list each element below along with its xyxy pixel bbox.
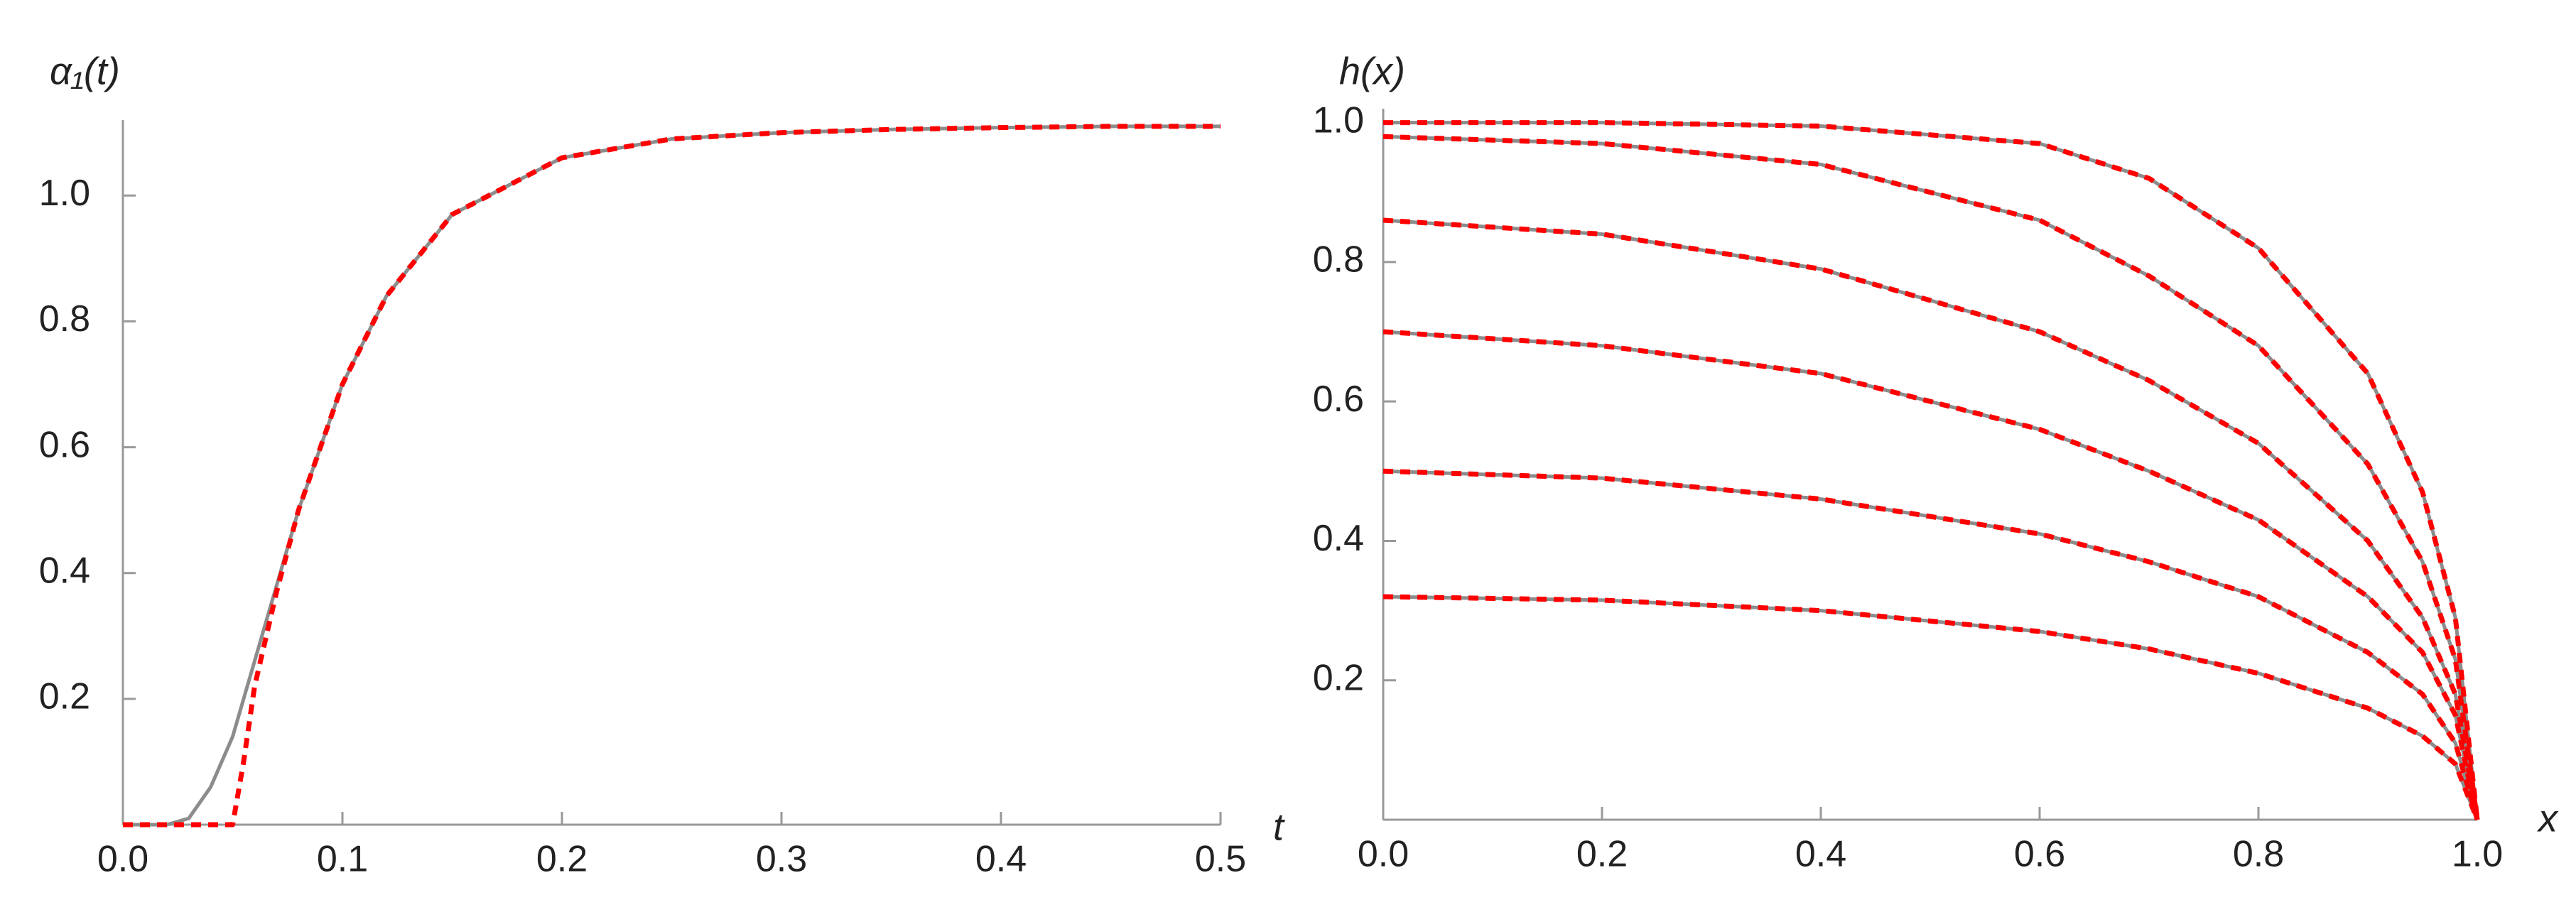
line-series <box>123 124 1221 828</box>
y-tick-label: 0.6 <box>39 424 90 465</box>
y-tick-label: 0.4 <box>39 550 90 591</box>
x-tick-label: 0.2 <box>1576 834 1628 875</box>
x-tick-label: 0.1 <box>317 839 368 880</box>
x-tick-label: 0.0 <box>97 839 148 880</box>
line-series <box>1383 120 2480 820</box>
y-tick-label: 1.0 <box>1313 99 1364 141</box>
line-series <box>1382 594 2480 821</box>
line-series <box>1382 468 2480 820</box>
line-series <box>1382 217 2480 820</box>
x-tick-label: 0.8 <box>2233 834 2284 875</box>
y-axis-title: h(x) <box>1339 50 1405 92</box>
x-tick-label: 0.4 <box>1795 834 1846 875</box>
x-tick-label: 0.2 <box>536 839 588 880</box>
y-tick-label: 0.8 <box>1313 239 1364 281</box>
x-axis-title: t <box>1273 806 1285 848</box>
y-tick-label: 1.0 <box>39 173 90 214</box>
x-tick-label: 0.4 <box>975 839 1027 880</box>
y-tick-label: 0.6 <box>1313 379 1364 420</box>
line-series <box>1382 595 2479 820</box>
line-series <box>1383 121 2479 820</box>
y-tick-label: 0.2 <box>1313 657 1364 698</box>
x-tick-label: 0.3 <box>756 839 807 880</box>
y-axis-title: α₁(t) <box>50 50 120 92</box>
y-tick-label: 0.2 <box>39 676 90 717</box>
line-series <box>1382 329 2480 820</box>
plot: 0.0 0.1 0.2 0.3 0.4 0.5 0.2 0.4 0.6 0.8 1.0 α₁(t) t <box>39 50 1285 879</box>
y-tick-label: 0.8 <box>39 298 90 340</box>
x-axis-title: x <box>2536 797 2559 840</box>
line-series <box>123 124 1221 827</box>
line-series <box>1382 134 2480 820</box>
x-tick-label: 0.5 <box>1195 839 1246 880</box>
y-tick-label: 0.4 <box>1313 518 1364 559</box>
x-tick-label: 0.6 <box>2014 834 2065 875</box>
plot: 0.0 0.2 0.4 0.6 0.8 1.0 0.2 0.4 0.6 0.8 1.0 h(x) x <box>1313 50 2559 874</box>
line-series <box>1382 469 2479 820</box>
x-tick-label: 1.0 <box>2452 834 2503 875</box>
x-tick-label: 0.0 <box>1358 834 1409 875</box>
